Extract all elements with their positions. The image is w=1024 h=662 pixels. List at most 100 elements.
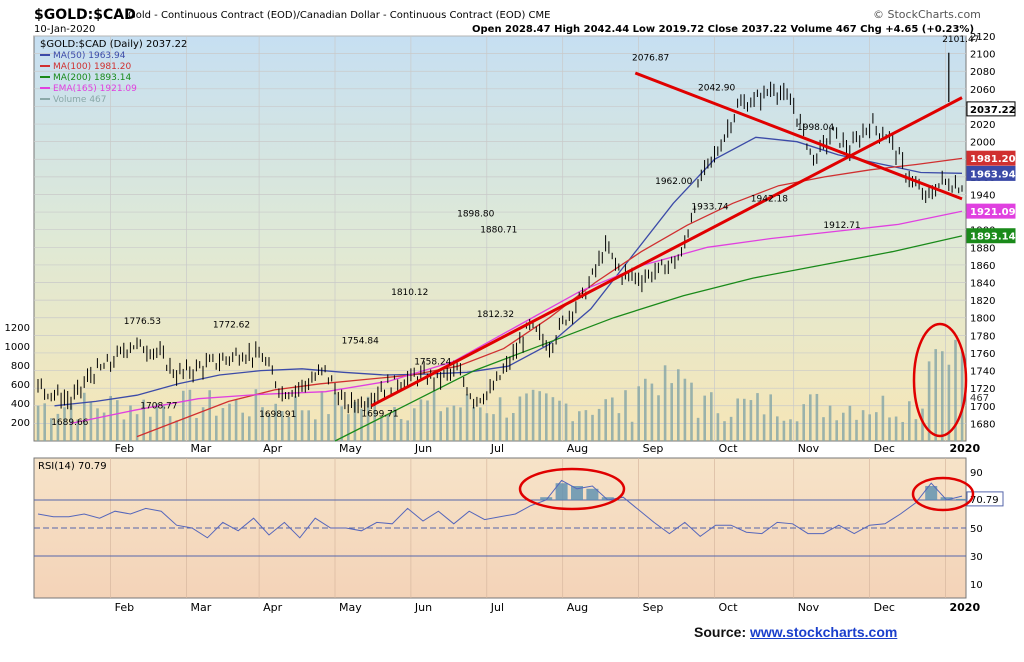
- volume-bar: [83, 392, 86, 441]
- volume-bar: [129, 405, 132, 441]
- volume-bar: [116, 400, 119, 441]
- volume-bar: [855, 419, 858, 441]
- volume-bar: [76, 419, 79, 441]
- price-annotation: 1933.74: [691, 202, 728, 212]
- volume-bar: [597, 408, 601, 441]
- volume-bar: [63, 407, 66, 441]
- volume-bar: [248, 416, 251, 441]
- rsi-highlight-circle: [911, 476, 975, 512]
- last-value-text: 1963.94: [970, 169, 1016, 180]
- volume-bar: [657, 395, 660, 441]
- volume-bar: [347, 414, 350, 441]
- price-annotations: 1689.66 1776.53 1708.77 1772.62 1698.91 1754.…: [51, 35, 979, 428]
- volume-bar: [254, 389, 258, 441]
- source-link[interactable]: www.stockcharts.com: [750, 624, 898, 640]
- volume-bar: [756, 393, 759, 441]
- volume-bar: [56, 413, 60, 441]
- volume-bar: [472, 407, 475, 441]
- price-tick-label: 2060: [970, 85, 995, 96]
- price-annotation: 1880.71: [480, 225, 517, 235]
- volume-bar: [419, 399, 423, 441]
- volume-bar: [505, 417, 508, 441]
- trendlines: [370, 71, 963, 408]
- rsi-month-label: Aug: [567, 601, 588, 614]
- legend-title: $GOLD:$CAD (Daily) 2037.22: [40, 39, 187, 50]
- month-label: Nov: [798, 442, 820, 455]
- price-annotation: 1754.84: [342, 336, 379, 346]
- price-annotation: 1998.04: [797, 123, 834, 133]
- volume-bar: [696, 417, 700, 441]
- price-axis: 1680 1700 1720 1740 1760 1780 1800 1820 1840 1860…: [966, 32, 1016, 430]
- volume-bar: [921, 408, 924, 441]
- rsi-month-label: Mar: [191, 601, 212, 614]
- month-label: Jun: [414, 442, 432, 455]
- rsi-tick-label: 50: [970, 524, 983, 535]
- volume-bar: [439, 411, 442, 441]
- volume-bar: [393, 407, 396, 441]
- rsi-month-label: May: [339, 601, 362, 614]
- last-value-text: 2037.22: [970, 105, 1016, 116]
- last-value-tag: [966, 101, 1016, 117]
- volume-bar: [584, 410, 588, 441]
- volume-bar: [340, 406, 343, 441]
- price-annotation: 2076.87: [632, 54, 669, 64]
- volume-bar: [637, 386, 640, 441]
- volume-bar: [809, 394, 812, 441]
- volume-bar: [644, 378, 647, 441]
- last-value-tag: [966, 165, 1016, 181]
- volume-bar: [175, 420, 178, 441]
- rsi-overbought-fill: [555, 483, 568, 500]
- volume-bars: [36, 339, 964, 441]
- volume-bar: [617, 413, 621, 441]
- volume-bar: [188, 389, 192, 441]
- volume-bar: [545, 393, 548, 441]
- support-trendline: [370, 96, 963, 408]
- rsi-overbought-fill: [925, 486, 938, 500]
- volume-tick-label: 200: [11, 418, 30, 429]
- price-annotation: 1810.12: [391, 288, 428, 298]
- volume-bar: [274, 403, 277, 441]
- volume-bar: [221, 408, 225, 441]
- volume-bar: [914, 419, 918, 441]
- volume-tick-label: 600: [11, 380, 30, 391]
- volume-bar: [162, 405, 165, 441]
- volume-bar: [789, 419, 792, 441]
- volume-bar: [512, 413, 515, 441]
- volume-bar: [360, 408, 363, 441]
- price-tick-label: 1720: [970, 384, 995, 395]
- volume-bar: [749, 400, 753, 441]
- price-bars: [37, 52, 963, 414]
- month-label: Mar: [191, 442, 212, 455]
- price-tick-label: 1760: [970, 349, 995, 360]
- volume-bar: [683, 378, 687, 441]
- volume-bar: [848, 405, 852, 441]
- rsi-last-tag: [966, 491, 1004, 507]
- volume-bar: [155, 403, 159, 441]
- volume-bar: [109, 396, 112, 441]
- volume-bar: [538, 391, 541, 441]
- price-annotation: 1698.91: [259, 410, 296, 420]
- volume-bar: [241, 412, 244, 441]
- volume-bar: [802, 404, 805, 441]
- volume-bar: [142, 399, 145, 441]
- price-tick-label: 2020: [970, 120, 995, 131]
- price-tick-label: 1680: [970, 419, 995, 430]
- legend-entry: MA(200) 1893.14: [53, 73, 131, 83]
- volume-bar: [670, 383, 673, 441]
- volume-bar: [663, 365, 667, 441]
- volume-bar: [782, 420, 786, 441]
- rsi-month-label: Dec: [874, 601, 895, 614]
- volume-bar: [43, 403, 46, 441]
- moving-averages: [54, 136, 963, 442]
- price-tick-label: 2080: [970, 67, 995, 78]
- volume-bar: [406, 420, 409, 441]
- volume-bar: [769, 394, 772, 441]
- month-label: Apr: [263, 442, 283, 455]
- volume-bar: [611, 397, 614, 441]
- volume-bar: [287, 416, 291, 441]
- volume-bar: [208, 390, 211, 441]
- volume-bar: [89, 402, 93, 441]
- volume-bar: [446, 407, 449, 441]
